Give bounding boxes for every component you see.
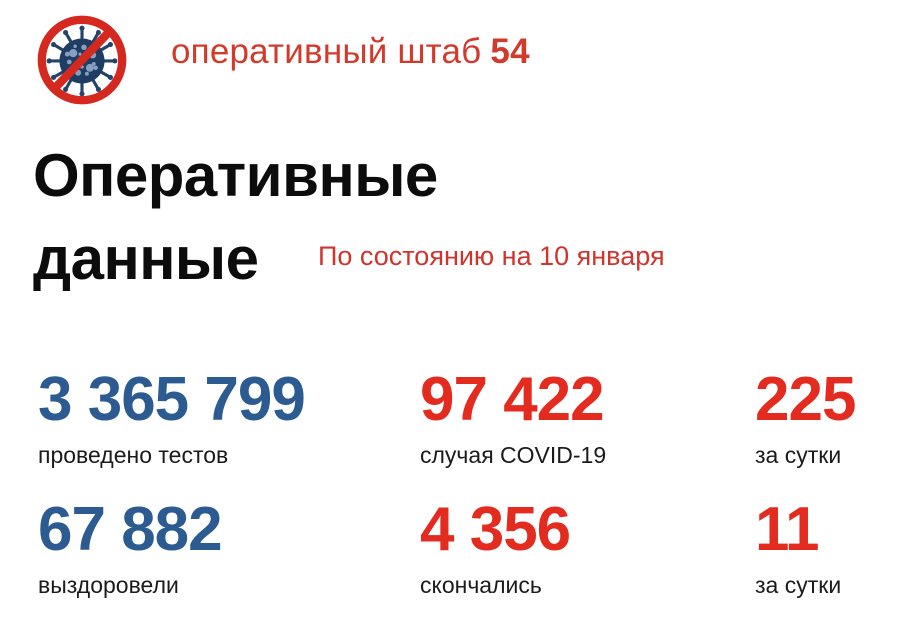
stat-cases-daily: 225 за сутки xyxy=(755,367,888,470)
stats-grid: 3 365 799 проведено тестов 97 422 случая… xyxy=(38,367,888,600)
stat-label: случая COVID-19 xyxy=(420,442,607,468)
brand-line: оперативный штаб 54 xyxy=(171,30,530,74)
stat-value: 4 356 xyxy=(420,495,571,564)
stat-label: скончались xyxy=(420,572,542,598)
no-virus-icon-svg xyxy=(37,15,127,105)
brand-number: 54 xyxy=(490,32,530,71)
stat-deaths-total: 4 356 скончались xyxy=(420,497,755,600)
prohibition-slash xyxy=(50,27,114,93)
stat-value: 11 xyxy=(755,495,820,564)
stat-label: проведено тестов xyxy=(38,442,229,468)
page-title-line1: Оперативные xyxy=(33,142,438,209)
brand-text: оперативный штаб xyxy=(171,32,482,71)
stat-label: за сутки xyxy=(755,442,842,468)
stat-recovered: 67 882 выздоровели xyxy=(38,497,420,600)
page-title: Оперативные данные xyxy=(33,134,438,300)
stat-tests: 3 365 799 проведено тестов xyxy=(38,367,420,470)
prohibition-ring xyxy=(37,15,127,105)
stat-label: выздоровели xyxy=(38,572,179,598)
date-note: По состоянию на 10 января xyxy=(318,241,665,271)
no-virus-icon xyxy=(33,11,131,109)
stat-value: 67 882 xyxy=(38,495,223,564)
stat-value: 225 xyxy=(755,365,856,434)
virus-spikes xyxy=(46,25,118,97)
stat-value: 3 365 799 xyxy=(38,365,306,434)
stat-label: за сутки xyxy=(755,572,842,598)
page-title-line2: данные xyxy=(33,225,259,292)
stat-cases-total: 97 422 случая COVID-19 xyxy=(420,367,755,470)
stat-value: 97 422 xyxy=(420,365,605,434)
stat-deaths-daily: 11 за сутки xyxy=(755,497,888,600)
